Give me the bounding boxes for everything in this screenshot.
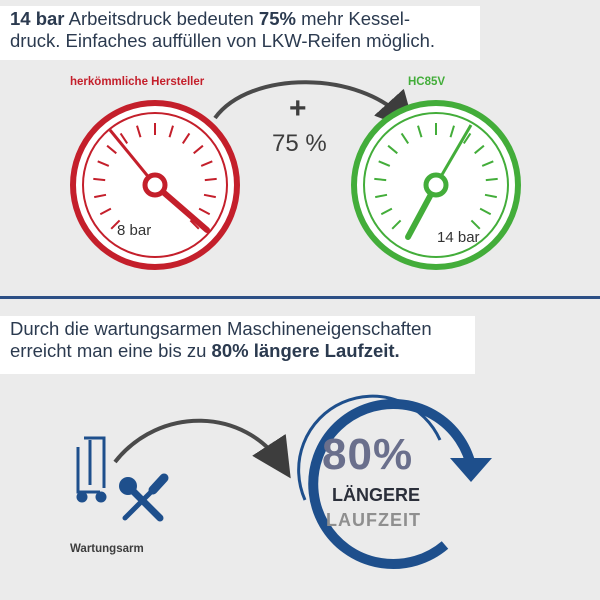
gauge-tick: [110, 219, 121, 230]
gauge-tick: [378, 160, 391, 167]
headline-percent: 75%: [258, 8, 296, 29]
gauge-tick: [462, 132, 472, 144]
gauge-tick: [193, 144, 204, 155]
gauge-tick: [470, 219, 481, 230]
gauge-tick: [204, 177, 217, 182]
runtime-circle: [297, 394, 492, 569]
headline-text-b: mehr Kessel-: [295, 8, 411, 29]
increase-arrow: [213, 80, 416, 132]
gauge-tick: [97, 160, 110, 167]
gauge-tick: [485, 177, 498, 182]
gauge-right: [351, 100, 521, 270]
gauge-tick: [119, 132, 129, 144]
gauge-tick: [99, 207, 112, 216]
hand-truck-icon: [76, 436, 107, 503]
gauge-tick: [374, 177, 387, 182]
gauge-tick: [481, 160, 494, 167]
headline-text-a: Arbeitsdruck bedeuten: [64, 8, 259, 29]
gauge-tick: [479, 207, 492, 216]
plus-sign: +: [289, 92, 307, 125]
headline-line2: druck. Einfaches auffüllen von LKW-Reife…: [10, 30, 436, 51]
gauge-tick: [106, 144, 117, 155]
gauge-tick: [474, 144, 485, 155]
maintenance-label: Wartungsarm: [70, 543, 144, 555]
gauge-tick: [189, 219, 200, 230]
headline-pressure: 14 bar Arbeitsdruck bedeuten 75% mehr Ke…: [0, 6, 480, 60]
increase-percent: 75 %: [272, 130, 327, 157]
runtime-percent: 80%: [322, 430, 414, 479]
runtime-word1: LÄNGERE: [332, 485, 421, 505]
gauge-tick: [181, 132, 191, 144]
gauge-tick: [400, 132, 410, 144]
wrench-screwdriver-icon: [119, 473, 169, 522]
gauge-tick: [198, 207, 211, 216]
gauge-right-value: 14 bar: [437, 229, 480, 246]
runtime-word2: LAUFZEIT: [326, 510, 421, 530]
gauge-tick: [200, 160, 213, 167]
headline-bar-value: 14 bar: [10, 8, 65, 29]
runtime-line2-pre: erreicht man eine bis zu: [10, 340, 212, 361]
gauge-left-label: herkömmliche Hersteller: [70, 76, 205, 88]
headline-runtime: Durch die wartungsarmen Maschineneigensc…: [0, 316, 475, 374]
gauge-left: [70, 100, 240, 270]
gauge-right-label: HC85V: [408, 76, 446, 88]
section-divider: [0, 296, 600, 299]
runtime-arrow: [113, 418, 291, 479]
gauge-tick: [375, 193, 388, 199]
runtime-line2-bold: 80% längere Laufzeit.: [211, 340, 400, 361]
gauge-left-value: 8 bar: [117, 222, 152, 239]
gauge-tick: [93, 177, 106, 182]
gauge-tick: [391, 219, 402, 230]
gauge-tick: [136, 125, 142, 138]
gauge-tick: [387, 144, 398, 155]
gauge-tick: [168, 125, 174, 138]
gauge-tick: [417, 125, 423, 138]
gauge-tick: [380, 207, 393, 216]
gauge-tick: [484, 193, 497, 199]
gauge-tick: [203, 193, 216, 199]
gauge-tick: [449, 125, 455, 138]
gauge-tick: [94, 193, 107, 199]
runtime-line1: Durch die wartungsarmen Maschineneigensc…: [10, 318, 432, 339]
